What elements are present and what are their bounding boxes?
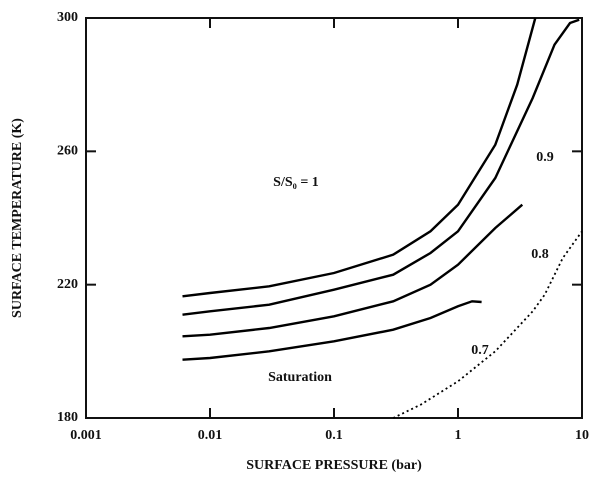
series-line: [182, 203, 524, 338]
series-label: 0.7: [471, 343, 489, 358]
x-tick-label: 0.001: [70, 428, 102, 443]
series-line: [182, 17, 537, 298]
y-tick-label: 260: [57, 144, 78, 159]
series-label: Saturation: [268, 370, 332, 385]
x-tick-label: 10: [575, 428, 589, 443]
series-line: [392, 230, 583, 419]
series-line: [182, 18, 580, 316]
y-tick-label: 300: [57, 10, 78, 25]
x-tick-label: 0.01: [198, 428, 223, 443]
y-axis-label: SURFACE TEMPERATURE (K): [10, 118, 25, 318]
series-label: 0.8: [531, 247, 549, 262]
x-tick-label: 1: [455, 428, 462, 443]
y-tick-label: 180: [57, 410, 78, 425]
y-tick-label: 220: [57, 277, 78, 292]
series-line: [182, 300, 482, 361]
series-label: 0.9: [536, 150, 554, 165]
x-axis-label: SURFACE PRESSURE (bar): [246, 458, 422, 473]
x-tick-label: 0.1: [325, 428, 343, 443]
series-label: S/S₀ = 1: [273, 175, 319, 190]
